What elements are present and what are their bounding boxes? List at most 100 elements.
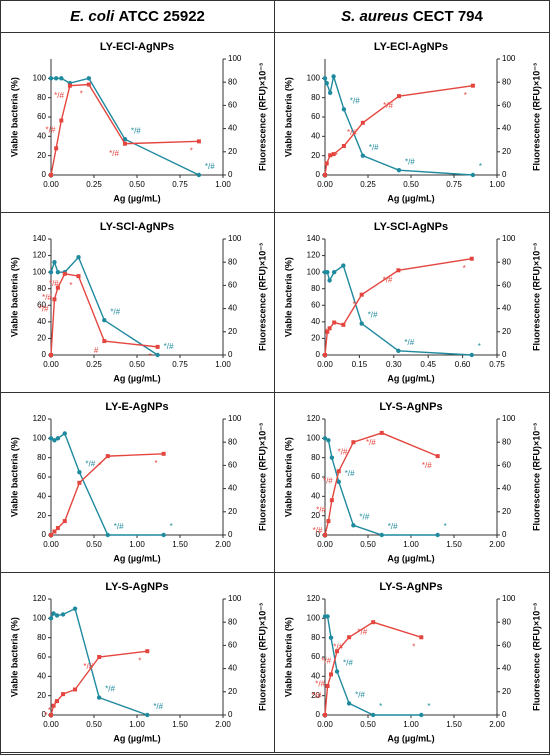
y-tick-label: 40	[311, 131, 320, 140]
annotation: *	[44, 711, 47, 720]
data-point	[55, 699, 60, 704]
y2-tick-label: 40	[502, 664, 511, 673]
annotation: */#	[164, 342, 174, 351]
panel: LY-E-AgNPs 0.00 0.50 1.00 1.50 2.00 0 20 40 60 80 1…	[1, 393, 275, 573]
annotation: *	[170, 522, 173, 531]
y-tick-label: 80	[311, 453, 320, 462]
y2-tick-label: 60	[228, 281, 237, 290]
x-tick-label: 1.00	[403, 720, 419, 729]
annotation: *	[325, 328, 328, 337]
x-tick-label: 1.00	[129, 720, 145, 729]
data-point	[97, 655, 102, 659]
x-axis-label: Ag (µg/mL)	[113, 733, 160, 743]
y2-tick-label: 0	[502, 530, 507, 539]
series-line	[325, 264, 472, 356]
series-line	[325, 615, 422, 716]
y-tick-label: 60	[311, 652, 320, 661]
data-point	[76, 255, 81, 260]
y-tick-label: 120	[307, 594, 321, 603]
y2-tick-label: 80	[228, 617, 237, 626]
y2-tick-label: 20	[228, 507, 237, 516]
data-point	[379, 532, 384, 538]
x-tick-label: 0.25	[86, 360, 102, 369]
y2-tick-label: 40	[502, 484, 511, 493]
species: S. aureus	[341, 8, 409, 25]
annotation: */#	[313, 526, 323, 535]
x-tick-label: 0.50	[360, 720, 376, 729]
annotation: */#	[366, 438, 376, 447]
y-tick-label: 120	[307, 414, 321, 423]
data-point	[51, 611, 56, 616]
data-point	[325, 269, 330, 275]
data-point	[55, 285, 60, 290]
y-tick-label: 0	[316, 170, 321, 179]
y2-tick-label: 0	[228, 170, 233, 179]
data-point	[155, 352, 160, 358]
y-tick-label: 20	[37, 691, 46, 700]
y-tick-label: 0	[42, 530, 47, 539]
strain: ATCC 25922	[118, 8, 205, 25]
y2-tick-label: 80	[502, 77, 511, 86]
data-point	[331, 152, 336, 157]
y-tick-label: 40	[37, 317, 46, 326]
annotation: *	[479, 162, 482, 171]
series-line	[50, 453, 164, 536]
annotation: */#	[405, 157, 415, 166]
data-point	[331, 269, 337, 275]
x-tick-label: 0.75	[172, 360, 188, 369]
series-line	[324, 258, 472, 356]
data-point	[370, 712, 376, 718]
data-point	[49, 173, 53, 177]
y-tick-label: 80	[37, 284, 46, 293]
data-point	[336, 469, 341, 474]
data-point	[105, 532, 110, 538]
x-axis-label: Ag (µg/mL)	[113, 373, 160, 383]
annotation: */#	[338, 447, 348, 456]
data-point	[359, 292, 364, 297]
annotation: *	[190, 146, 193, 155]
panel-title: LY-S-AgNPs	[379, 581, 442, 593]
y-tick-label: 60	[37, 300, 46, 309]
y-tick-label: 20	[37, 151, 46, 160]
y2-tick-label: 20	[228, 147, 237, 156]
annotation: */#	[383, 101, 393, 110]
y-tick-label: 80	[311, 633, 320, 642]
data-point	[331, 74, 336, 79]
annotation: */#	[321, 656, 331, 665]
y2-tick-label: 80	[502, 257, 511, 266]
y2-tick-label: 40	[228, 124, 237, 133]
data-point	[60, 612, 66, 617]
annotation: */#	[105, 685, 115, 694]
y2-axis-label: Fluorescence (RFU)×10⁻³	[257, 603, 267, 711]
y2-axis-label: Fluorescence (RFU)×10⁻³	[257, 63, 267, 171]
data-point	[329, 498, 334, 503]
annotation: */#	[131, 126, 141, 135]
x-tick-label: 0.00	[43, 360, 59, 369]
annotation: */#	[42, 293, 52, 302]
y-tick-label: 120	[33, 251, 47, 260]
annotation: */#	[312, 691, 322, 700]
y-tick-label: 40	[311, 671, 320, 680]
data-point	[346, 701, 352, 706]
data-point	[323, 533, 327, 537]
x-tick-label: 0.75	[489, 360, 505, 369]
y-axis-label: Viable bacteria (%)	[283, 257, 293, 337]
y2-tick-label: 100	[502, 414, 516, 423]
data-point	[86, 82, 91, 87]
y2-tick-label: 60	[502, 461, 511, 470]
data-point	[336, 479, 341, 485]
data-point	[323, 713, 327, 717]
y2-axis-label: Fluorescence (RFU)×10⁻³	[531, 243, 541, 351]
data-point	[52, 260, 57, 265]
y-tick-label: 0	[316, 530, 321, 539]
y2-tick-label: 40	[228, 484, 237, 493]
data-point	[360, 153, 366, 158]
y2-tick-label: 0	[228, 350, 233, 359]
x-tick-label: 0.00	[317, 360, 333, 369]
data-point	[196, 139, 201, 144]
y2-tick-label: 20	[228, 687, 237, 696]
data-point	[161, 451, 166, 456]
x-tick-label: 0.50	[403, 180, 419, 189]
data-point	[52, 529, 57, 534]
